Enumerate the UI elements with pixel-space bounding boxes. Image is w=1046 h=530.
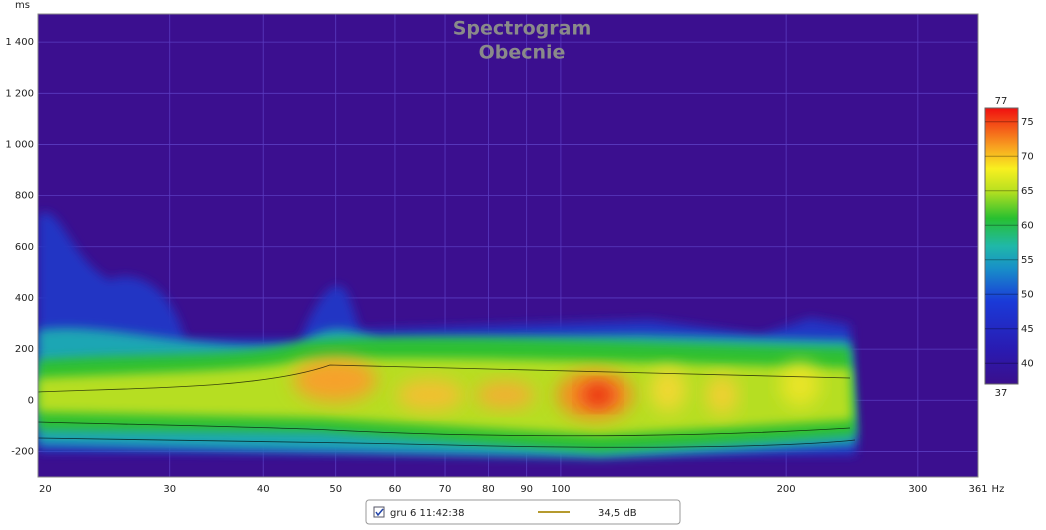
colorbar-tick-label: 40 xyxy=(1021,358,1034,369)
y-tick-label: 1 400 xyxy=(5,37,34,48)
y-tick-label: 1 200 xyxy=(5,88,34,99)
x-tick-label: 300 xyxy=(908,484,927,495)
chart-subtitle: Obecnie xyxy=(479,42,566,64)
y-axis-label: ms xyxy=(15,0,30,11)
x-tick-label: 20 xyxy=(39,484,52,495)
colorbar-min: 37 xyxy=(995,388,1008,399)
colorbar xyxy=(984,107,1019,385)
y-tick-label: 0 xyxy=(28,395,34,406)
legend-label: gru 6 11:42:38 xyxy=(390,508,464,519)
y-tick-label: 1 000 xyxy=(5,139,34,150)
x-tick-label: 90 xyxy=(520,484,533,495)
y-tick-label: 800 xyxy=(15,191,34,202)
y-tick-label: 200 xyxy=(15,344,34,355)
x-tick-label: 361 xyxy=(968,484,987,495)
x-tick-label: 30 xyxy=(163,484,176,495)
legend xyxy=(365,499,681,525)
colorbar-tick-label: 75 xyxy=(1021,117,1034,128)
colorbar-tick-label: 55 xyxy=(1021,255,1034,266)
x-tick-label: 200 xyxy=(777,484,796,495)
chart-title: Spectrogram xyxy=(453,18,592,40)
x-axis-unit: Hz xyxy=(992,484,1005,495)
y-tick-label: 400 xyxy=(15,293,34,304)
plot-border xyxy=(37,13,979,478)
legend-value: 34,5 dB xyxy=(598,508,637,519)
x-tick-label: 50 xyxy=(329,484,342,495)
x-tick-label: 60 xyxy=(389,484,402,495)
colorbar-tick-label: 65 xyxy=(1021,186,1034,197)
colorbar-tick-label: 70 xyxy=(1021,151,1034,162)
y-tick-label: -200 xyxy=(11,446,34,457)
legend-checkbox[interactable] xyxy=(373,506,385,518)
x-tick-label: 40 xyxy=(257,484,270,495)
x-tick-label: 100 xyxy=(551,484,570,495)
colorbar-tick-label: 45 xyxy=(1021,324,1034,335)
x-tick-label: 70 xyxy=(439,484,452,495)
spectrogram-image xyxy=(38,212,856,458)
x-tick-label: 80 xyxy=(482,484,495,495)
y-tick-label: 600 xyxy=(15,242,34,253)
colorbar-max: 77 xyxy=(995,96,1008,107)
checkmark xyxy=(375,508,384,517)
colorbar-tick-label: 60 xyxy=(1021,220,1034,231)
colorbar-tick-label: 50 xyxy=(1021,289,1034,300)
